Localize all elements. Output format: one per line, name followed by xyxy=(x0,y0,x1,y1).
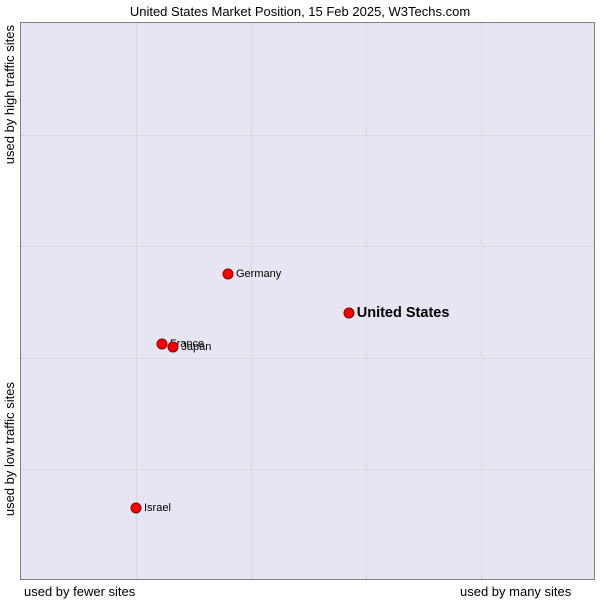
data-point xyxy=(156,338,167,349)
chart-title: United States Market Position, 15 Feb 20… xyxy=(0,4,600,19)
data-point-label: United States xyxy=(357,305,450,321)
gridline-vertical xyxy=(481,23,482,579)
data-point xyxy=(131,503,142,514)
gridline-vertical xyxy=(251,23,252,579)
data-point xyxy=(223,269,234,280)
chart-container: United States Market Position, 15 Feb 20… xyxy=(0,0,600,600)
gridline-horizontal xyxy=(21,246,594,247)
gridline-horizontal xyxy=(21,358,594,359)
gridline-vertical xyxy=(366,23,367,579)
data-point-label: Germany xyxy=(236,268,281,280)
data-point xyxy=(168,341,179,352)
y-axis-label-high: used by high traffic sites xyxy=(2,25,17,164)
data-point-label: Japan xyxy=(181,341,211,353)
x-axis-label-fewer: used by fewer sites xyxy=(24,584,135,599)
gridline-horizontal xyxy=(21,469,594,470)
data-point-label: Israel xyxy=(144,502,171,514)
gridline-horizontal xyxy=(21,135,594,136)
data-point xyxy=(343,308,354,319)
y-axis-label-low: used by low traffic sites xyxy=(2,382,17,516)
x-axis-label-many: used by many sites xyxy=(460,584,571,599)
plot-area: GermanyUnited StatesFranceJapanIsrael xyxy=(20,22,595,580)
gridline-vertical xyxy=(136,23,137,579)
